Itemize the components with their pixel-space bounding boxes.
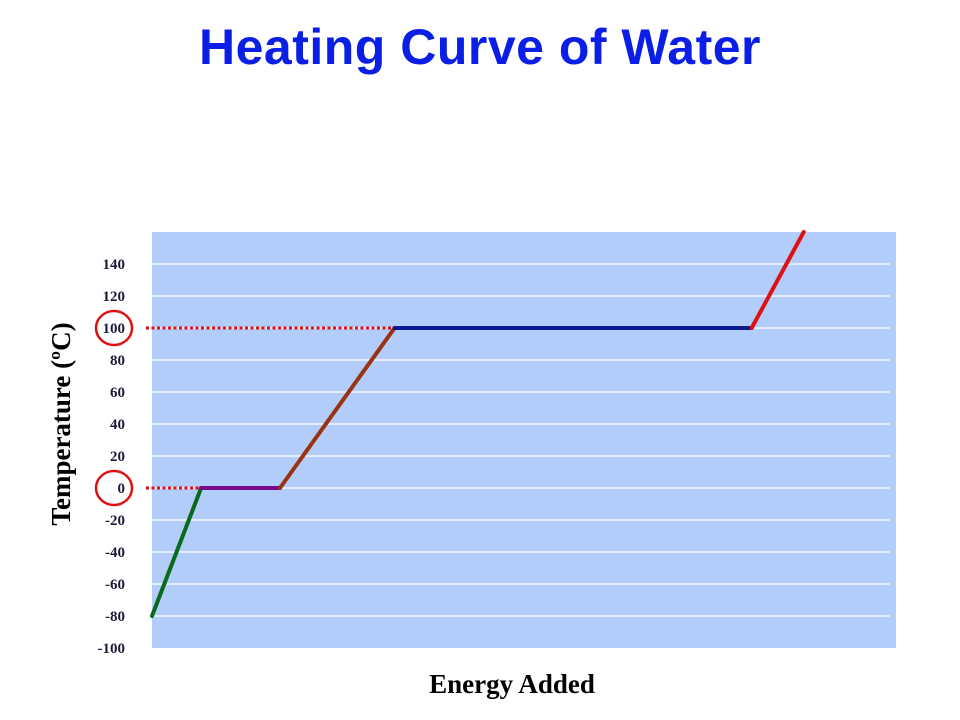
- tick-highlight-circle: [94, 469, 134, 507]
- y-tick-label: -80: [105, 609, 125, 625]
- reference-lines: [146, 326, 395, 490]
- y-tick-label: -40: [105, 545, 125, 561]
- y-tick-label: 120: [103, 289, 126, 305]
- series: [150, 230, 806, 618]
- y-tick-label: 60: [110, 385, 125, 401]
- y-tick-label: -100: [98, 641, 126, 657]
- tick-highlight-circle: [94, 309, 134, 347]
- y-tick-label: -60: [105, 577, 125, 593]
- y-tick-label: 100: [103, 321, 126, 337]
- y-tick-label: 40: [110, 417, 125, 433]
- y-axis-label: Temperature (ºC): [46, 322, 76, 525]
- plot-area: [152, 232, 896, 648]
- y-tick-label: 20: [110, 449, 125, 465]
- chart-title: Heating Curve of Water: [198, 19, 761, 75]
- series-line-3: [277, 326, 397, 490]
- series-line-5: [749, 230, 806, 330]
- y-tick-label: 80: [110, 353, 125, 369]
- y-tick-label: 0: [118, 481, 126, 497]
- series-line-1: [150, 486, 204, 618]
- y-axis-ticks: 140 120 100 80 60 40 20 0 -20 -40 -60 -80 -100: [98, 257, 126, 657]
- y-tick-label: -20: [105, 513, 125, 529]
- tick-highlights: [94, 309, 134, 507]
- y-tick-label: 140: [103, 257, 126, 273]
- x-axis-label: Energy Added: [429, 669, 595, 699]
